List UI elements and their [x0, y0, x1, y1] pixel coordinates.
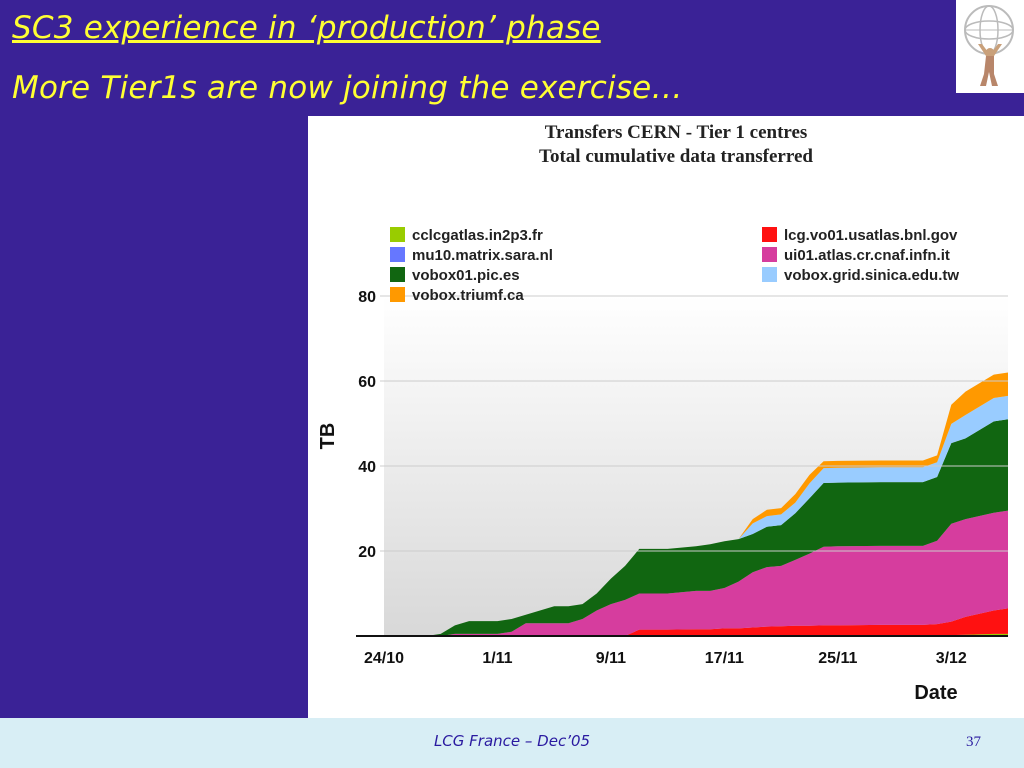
legend-left-swatch-3 — [390, 287, 405, 302]
legend-left-swatch-0 — [390, 227, 405, 242]
legend-left-swatch-1 — [390, 247, 405, 262]
page-number: 37 — [966, 734, 981, 750]
legend-right-label-0: lcg.vo01.usatlas.bnl.gov — [784, 227, 958, 244]
footer-bar: LCG France – Dec’05 37 — [0, 718, 1024, 768]
legend-left-label-0: cclcgatlas.in2p3.fr — [412, 227, 543, 244]
legend-right-label-2: vobox.grid.sinica.edu.tw — [784, 267, 959, 284]
y-tick-label-2: 60 — [358, 374, 376, 391]
footer-text: LCG France – Dec’05 — [433, 732, 591, 750]
y-axis-label: TB — [317, 423, 339, 450]
x-axis-label: Date — [914, 682, 957, 704]
y-tick-label-0: 20 — [358, 544, 376, 561]
x-tick-label-4: 25/11 — [818, 650, 857, 667]
legend-left-label-3: vobox.triumf.ca — [412, 287, 524, 304]
area-series-3 — [384, 510, 1008, 636]
x-tick-label-2: 9/11 — [596, 650, 626, 667]
legend-left-label-1: mu10.matrix.sara.nl — [412, 247, 553, 264]
x-tick-label-3: 17/11 — [705, 650, 744, 667]
area-series-1 — [384, 608, 1008, 636]
x-tick-label-0: 24/10 — [364, 650, 404, 667]
legend-left-label-2: vobox01.pic.es — [412, 267, 520, 284]
chart-panel: 20 40 60 80 24/10 1/11 9/11 17/11 25/11 3/12 cclc… — [308, 116, 1024, 718]
slide-title: SC3 experience in ‘production’ phase — [12, 10, 601, 46]
legend-left-swatch-2 — [390, 267, 405, 282]
y-tick-label-1: 40 — [358, 459, 376, 476]
legend-right-swatch-2 — [762, 267, 777, 282]
y-tick-label-3: 80 — [358, 289, 376, 306]
chart-subtitle: Total cumulative data transferred — [539, 146, 813, 167]
legend-right-swatch-1 — [762, 247, 777, 262]
area-series-4 — [384, 419, 1008, 636]
x-tick-label-5: 3/12 — [936, 650, 967, 667]
legend-right-label-1: ui01.atlas.cr.cnaf.infn.it — [784, 247, 950, 264]
legend-right-swatch-0 — [762, 227, 777, 242]
chart-title: Transfers CERN - Tier 1 centres — [545, 122, 808, 143]
atlas-logo — [956, 0, 1024, 93]
slide-subtitle: More Tier1s are now joining the exercise… — [12, 70, 683, 106]
transfers-chart: 20 40 60 80 24/10 1/11 9/11 17/11 25/11 3/12 cclc… — [317, 122, 1008, 704]
atlas-figure-icon — [964, 5, 1014, 86]
x-tick-label-1: 1/11 — [482, 650, 512, 667]
